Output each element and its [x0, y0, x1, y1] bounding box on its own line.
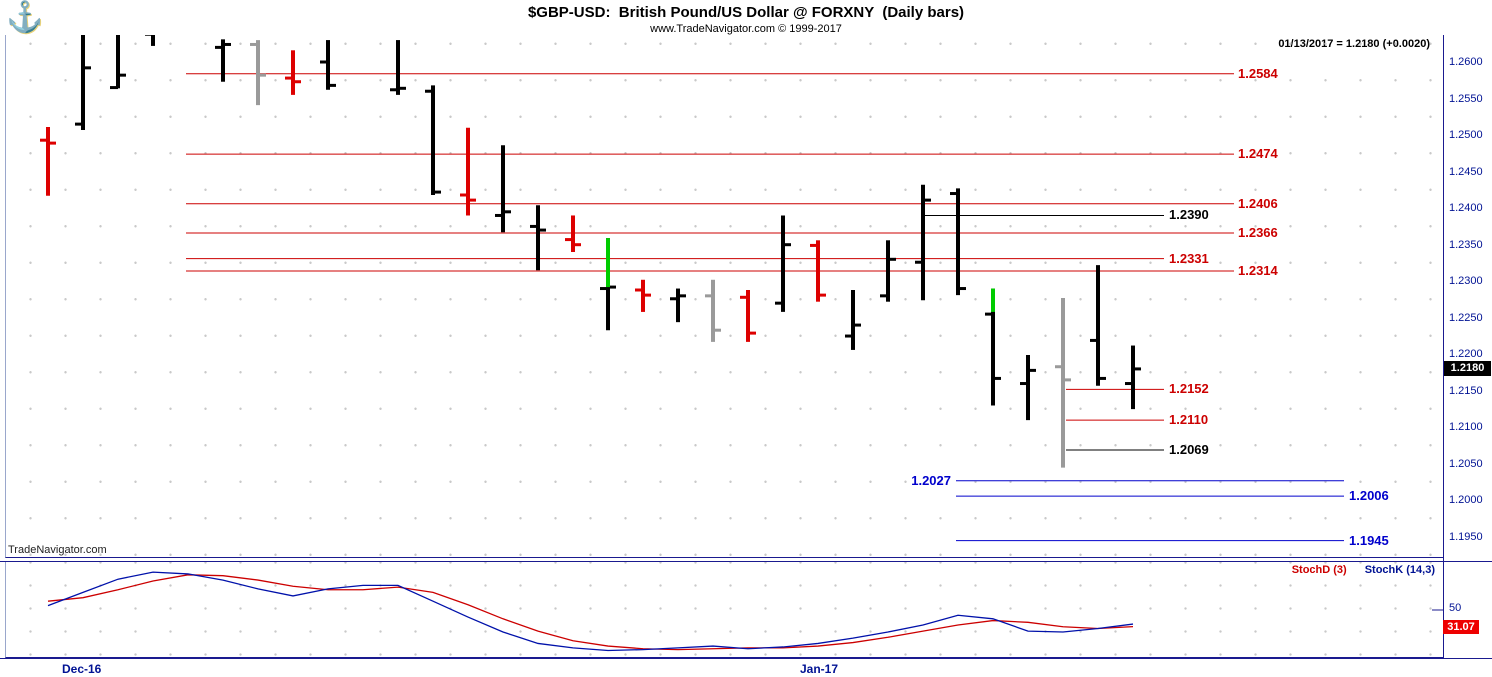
price-level-label: 1.2474	[1238, 146, 1278, 162]
price-level-label: 1.2390	[1169, 207, 1209, 223]
price-axis-tick: 1.2050	[1449, 457, 1483, 470]
price-chart-panel[interactable]: 1.2584 1.2474 1.2406 1.2390 1.2366 1.2331 1.23…	[5, 35, 1443, 558]
price-axis-tick: 1.2600	[1449, 56, 1483, 68]
price-axis-tick: 1.2400	[1449, 202, 1483, 215]
price-chart-canvas[interactable]	[6, 35, 1444, 558]
price-axis-tick: 1.2150	[1449, 384, 1483, 397]
last-price-badge: 1.2180	[1444, 360, 1491, 376]
price-level-label: 1.2366	[1238, 225, 1278, 240]
price-axis-tick: 1.2350	[1449, 238, 1483, 251]
date-label: Dec-16	[62, 662, 102, 676]
stochd-legend-label: StochD (3)	[1291, 564, 1347, 576]
stochd-line	[47, 574, 1134, 651]
price-axis-tick: 1.2500	[1449, 129, 1483, 142]
price-axis: 1.2600 1.2550 1.2500 1.2450 1.2400 1.2350 1.23…	[1443, 35, 1492, 658]
chart-subtitle: www.TradeNavigator.com © 1999-2017	[650, 23, 842, 35]
price-axis-tick: 1.2000	[1449, 494, 1483, 507]
price-axis-tick: 1.1950	[1449, 531, 1483, 543]
price-axis-tick: 1.2300	[1449, 275, 1483, 288]
price-level-label: 1.2314	[1238, 263, 1278, 278]
stoch-mid-level-label: 50	[1449, 602, 1462, 614]
price-axis-tick: 1.2550	[1449, 92, 1483, 105]
price-axis-tick: 1.2100	[1449, 421, 1483, 434]
stochk-line	[47, 571, 1134, 652]
stochastic-panel[interactable]: StochD (3) StochK (14,3)	[5, 562, 1444, 658]
price-level-label: 1.2006	[1349, 488, 1389, 504]
watermark: TradeNavigator.com	[8, 544, 107, 556]
date-label: Jan-17	[800, 662, 839, 676]
price-level-label: 1.2584	[1238, 65, 1278, 81]
price-level-label: 1.2110	[1169, 412, 1209, 428]
price-level-label: 1.2069	[1169, 442, 1209, 458]
price-axis-tick: 1.2250	[1449, 311, 1483, 324]
stochastic-canvas[interactable]	[6, 562, 1444, 658]
price-level-label: 1.2406	[1238, 195, 1278, 211]
tradenavigator-anchor-logo-icon: ⚓	[6, 1, 44, 34]
date-axis: Dec-16 Jan-17	[0, 658, 1492, 677]
price-level-label: 1.2027	[911, 472, 951, 488]
price-axis-tick: 1.2450	[1449, 165, 1483, 178]
stochastic-legend: StochD (3) StochK (14,3)	[1292, 564, 1435, 576]
price-level-label: 1.1945	[1349, 532, 1389, 548]
chart-title: $GBP-USD: British Pound/US Dollar @ FORX…	[527, 4, 965, 21]
panel-separator	[0, 561, 1492, 562]
price-axis-tick: 1.2200	[1449, 348, 1483, 361]
price-level-label: 1.2331	[1169, 250, 1209, 266]
stochk-legend-label: StochK (14,3)	[1364, 564, 1435, 576]
stochd-value-badge: 31.07	[1443, 619, 1479, 634]
price-level-label: 1.2152	[1169, 381, 1209, 397]
